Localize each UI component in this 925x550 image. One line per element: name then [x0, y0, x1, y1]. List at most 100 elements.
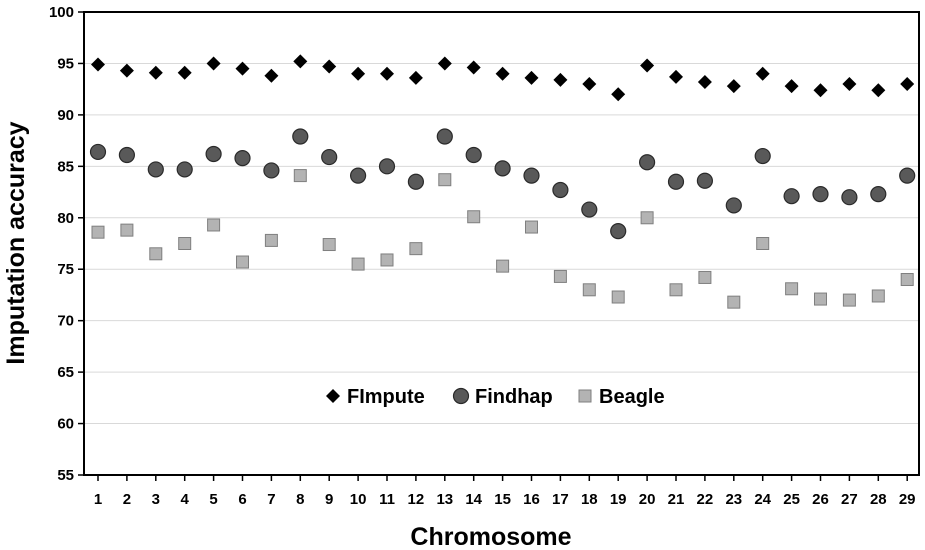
y-tick-label: 65 [57, 364, 74, 381]
point-findhap [378, 158, 396, 175]
point-beagle [264, 233, 278, 247]
point-fimpute [380, 66, 394, 81]
y-tick-label: 100 [49, 4, 74, 21]
point-findhap [118, 146, 136, 164]
x-tick-label: 12 [408, 491, 425, 508]
x-tick-label: 17 [552, 491, 569, 508]
point-beagle [900, 273, 914, 287]
y-tick-label: 75 [57, 261, 74, 278]
x-tick-label: 18 [581, 491, 598, 508]
x-tick-label: 14 [465, 491, 482, 508]
point-fimpute [235, 61, 250, 76]
point-fimpute [437, 56, 452, 71]
point-beagle [351, 257, 365, 271]
x-tick-label: 3 [152, 491, 160, 508]
legend-label: Beagle [599, 386, 665, 408]
legend: FImpute Findhap Beagle [326, 386, 665, 408]
point-fimpute [293, 54, 308, 69]
x-tick-label: 11 [379, 491, 395, 508]
point-fimpute [611, 87, 626, 102]
series-beagle [91, 169, 914, 309]
point-fimpute [495, 66, 510, 81]
point-findhap [754, 147, 771, 165]
point-findhap [263, 162, 280, 179]
legend-item-beagle: Beagle [578, 386, 665, 408]
point-findhap [610, 223, 627, 240]
point-fimpute [408, 70, 423, 85]
point-fimpute [871, 83, 886, 98]
point-beagle [553, 269, 567, 283]
y-axis-title: Imputation accuracy [2, 121, 30, 364]
point-fimpute [91, 57, 105, 72]
y-tick-label: 70 [57, 313, 74, 330]
point-findhap [350, 167, 367, 184]
y-tick-label: 85 [57, 158, 74, 175]
x-tick-label: 5 [209, 491, 217, 508]
point-beagle [178, 237, 192, 250]
plot-area-border [83, 11, 920, 476]
point-beagle [380, 253, 394, 267]
point-findhap [147, 161, 164, 178]
point-beagle [409, 242, 423, 256]
x-tick-label: 4 [181, 491, 190, 508]
point-beagle [149, 247, 163, 261]
point-fimpute [755, 66, 770, 81]
point-beagle [842, 293, 856, 307]
x-tick-label: 21 [668, 491, 685, 508]
point-beagle [756, 237, 770, 250]
point-beagle [871, 289, 885, 303]
point-fimpute [640, 58, 655, 73]
legend-label: FImpute [347, 386, 425, 408]
x-tick-label: 9 [325, 491, 333, 508]
point-fimpute [206, 56, 221, 71]
point-fimpute [351, 66, 366, 81]
point-fimpute [669, 69, 683, 84]
point-beagle [582, 283, 596, 297]
point-fimpute [466, 60, 481, 75]
point-fimpute [813, 83, 828, 98]
point-findhap [89, 143, 107, 161]
point-beagle [785, 282, 799, 296]
x-tick-label: 24 [754, 491, 771, 508]
point-fimpute [119, 63, 134, 78]
x-tick-label: 8 [296, 491, 304, 508]
point-findhap [234, 150, 251, 167]
point-findhap [667, 173, 685, 190]
x-tick-label: 22 [697, 491, 714, 508]
series-fimpute [91, 54, 915, 102]
x-tick-label: 6 [238, 491, 246, 508]
series-findhap [89, 128, 916, 240]
point-beagle [467, 210, 481, 224]
point-findhap [552, 181, 569, 199]
point-findhap [205, 145, 222, 163]
x-tick-label: 27 [841, 491, 858, 508]
y-tick-label: 80 [57, 210, 74, 227]
point-findhap [321, 148, 338, 166]
legend-item-findhap: Findhap [452, 386, 553, 408]
point-fimpute [697, 74, 712, 89]
point-findhap [725, 197, 742, 214]
point-findhap [696, 172, 714, 189]
point-fimpute [524, 70, 539, 85]
data-points [89, 54, 916, 309]
gridlines [84, 62, 919, 425]
point-beagle [640, 211, 654, 225]
y-tick-label: 60 [57, 416, 74, 433]
point-beagle [207, 218, 221, 232]
x-tick-label: 28 [870, 491, 887, 508]
x-tick-label: 15 [494, 491, 511, 508]
point-findhap [436, 128, 453, 145]
x-tick-label: 26 [812, 491, 829, 508]
point-beagle [438, 173, 452, 187]
point-findhap [841, 189, 858, 206]
point-beagle [293, 169, 307, 183]
legend-label: Findhap [475, 386, 553, 408]
point-findhap [176, 161, 193, 178]
point-beagle [120, 223, 134, 237]
point-beagle [496, 259, 510, 273]
point-findhap [581, 201, 598, 218]
point-fimpute [264, 68, 279, 83]
point-findhap [812, 186, 829, 203]
point-beagle [814, 292, 827, 306]
point-beagle [611, 290, 625, 304]
